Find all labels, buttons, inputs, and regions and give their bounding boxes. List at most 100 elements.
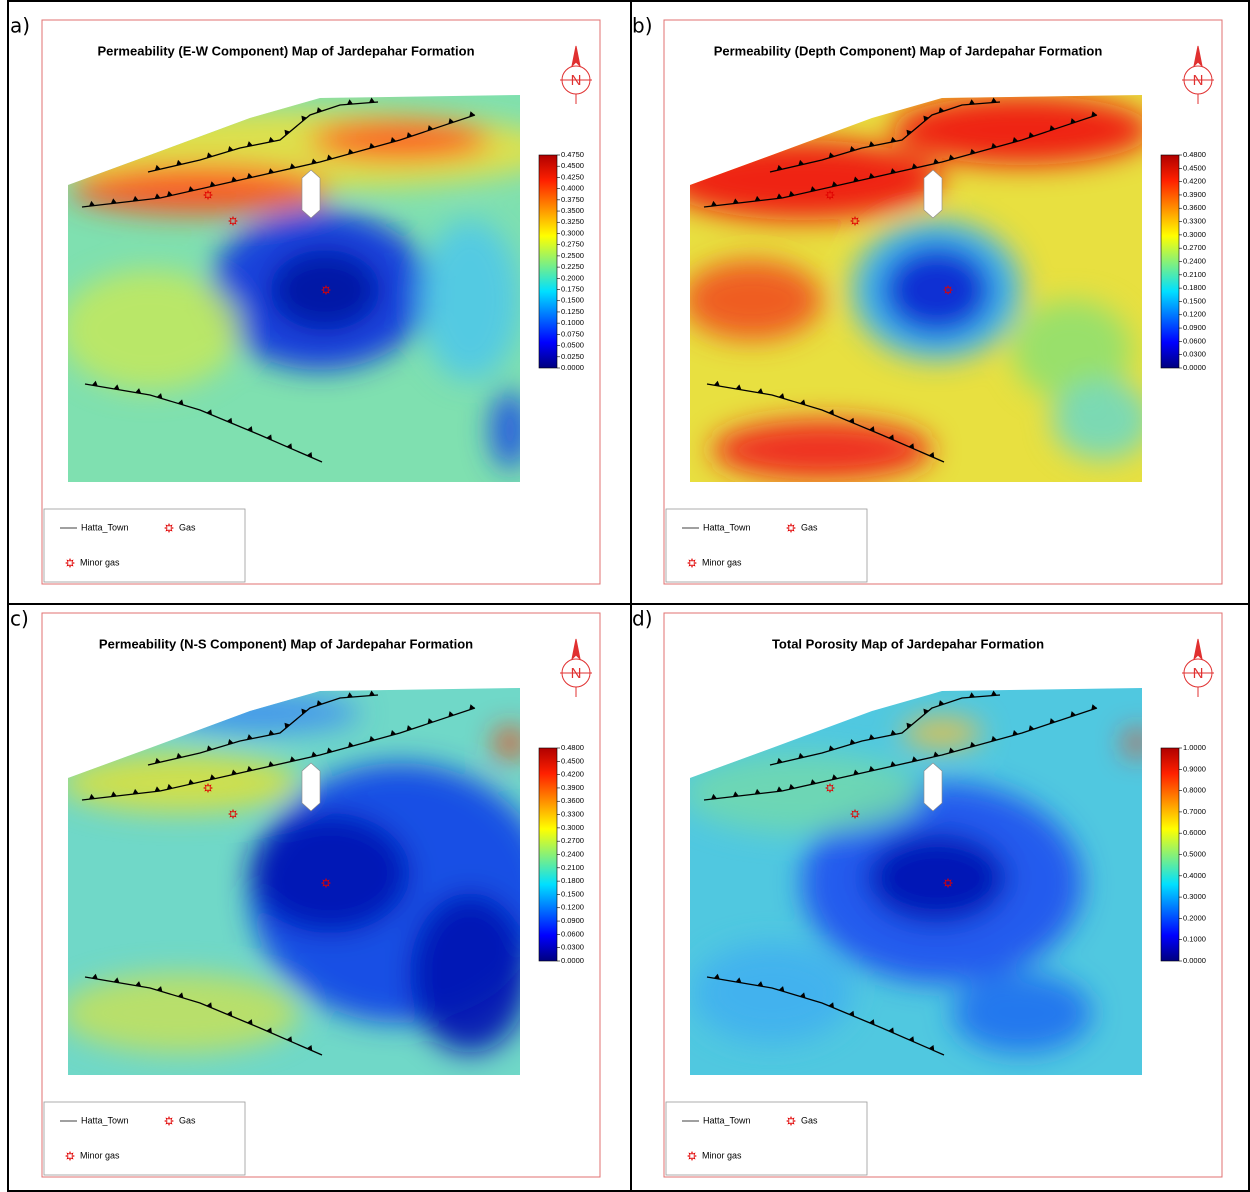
fault-tick bbox=[868, 141, 875, 147]
legend-label: Gas bbox=[179, 1115, 196, 1125]
heat-blob bbox=[882, 245, 992, 335]
fault-tick bbox=[284, 129, 290, 136]
heat-blob bbox=[902, 718, 982, 748]
colorbar-tick-label: 0.0600 bbox=[561, 929, 584, 938]
fault-tick bbox=[798, 752, 805, 759]
fault-tick bbox=[289, 163, 296, 169]
colorbar bbox=[538, 747, 558, 962]
fault-tick bbox=[154, 193, 161, 199]
legend-label: Minor gas bbox=[80, 557, 120, 567]
heat-blob bbox=[68, 270, 240, 390]
heat-blob bbox=[690, 260, 822, 340]
fault-tick bbox=[890, 729, 897, 736]
gas-symbol bbox=[686, 1150, 698, 1162]
legend-box bbox=[43, 508, 246, 583]
fault-tick bbox=[713, 973, 720, 980]
map-frame bbox=[41, 612, 601, 1178]
colorbar-tick-label: 0.0000 bbox=[561, 363, 584, 372]
fault-tick bbox=[326, 154, 333, 161]
fault-tick bbox=[757, 981, 764, 987]
gas-symbol bbox=[824, 782, 836, 794]
fault-tick bbox=[799, 992, 806, 999]
fault-tick bbox=[166, 783, 173, 790]
fault-tick bbox=[1028, 725, 1035, 731]
map-frame bbox=[41, 19, 601, 585]
compass-letter: N bbox=[571, 665, 582, 682]
heatmap bbox=[68, 688, 520, 1075]
fault-tick bbox=[289, 756, 296, 762]
fault-line bbox=[703, 114, 1098, 208]
fault-tick bbox=[132, 788, 139, 795]
fault-line bbox=[81, 707, 476, 801]
fault-tick bbox=[135, 388, 142, 394]
colorbar-tick-label: 0.3750 bbox=[561, 195, 584, 204]
well-outline bbox=[923, 762, 943, 812]
colorbar-tick-label: 0.1200 bbox=[561, 903, 584, 912]
panel-label: c) bbox=[10, 607, 29, 631]
colorbar-tick-label: 0.3000 bbox=[561, 823, 584, 832]
fault-tick bbox=[301, 708, 307, 715]
panel-label: a) bbox=[10, 14, 30, 38]
panel-label: d) bbox=[632, 607, 653, 631]
colorbar-tick-label: 0.3300 bbox=[561, 810, 584, 819]
well-outline bbox=[923, 169, 943, 219]
heat-blob bbox=[68, 753, 300, 813]
heatmap bbox=[68, 95, 520, 482]
fault-tick bbox=[906, 129, 912, 136]
fault-tick bbox=[831, 181, 838, 187]
fault-line bbox=[769, 101, 1001, 173]
fault-tick bbox=[469, 704, 475, 710]
map-title: Permeability (N-S Component) Map of Jard… bbox=[99, 636, 473, 651]
colorbar-tick-label: 0.0900 bbox=[561, 916, 584, 925]
fault-tick bbox=[390, 137, 397, 143]
colorbar-tick-label: 0.3500 bbox=[561, 206, 584, 215]
colorbar-tick-label: 0.4200 bbox=[1183, 177, 1206, 186]
heat-blob bbox=[1125, 731, 1142, 755]
fault-tick bbox=[346, 99, 353, 105]
heat-blob bbox=[495, 728, 520, 758]
fault-tick bbox=[888, 434, 894, 441]
fault-tick bbox=[810, 779, 817, 785]
colorbar-tick-label: 0.0300 bbox=[561, 943, 584, 952]
gas-symbol bbox=[824, 189, 836, 201]
fault-tick bbox=[754, 788, 761, 795]
heat-blob bbox=[270, 250, 380, 330]
fault-tick bbox=[1012, 137, 1019, 143]
fault-tick bbox=[868, 734, 875, 740]
fault-tick bbox=[469, 111, 475, 117]
fault-tick bbox=[928, 1044, 935, 1051]
fault-tick bbox=[347, 148, 354, 155]
gas-symbol bbox=[849, 808, 861, 820]
fault-tick bbox=[316, 700, 323, 706]
colorbar-tick-label: 1.0000 bbox=[1183, 743, 1206, 752]
fault-tick bbox=[91, 380, 98, 387]
fault-tick bbox=[890, 761, 897, 767]
fault-tick bbox=[938, 107, 945, 113]
colorbar-tick-label: 0.5000 bbox=[1183, 849, 1206, 858]
fault-tick bbox=[933, 158, 940, 164]
well-outline bbox=[301, 762, 321, 812]
fault-tick bbox=[849, 739, 856, 745]
colorbar-tick-label: 0.1500 bbox=[1183, 296, 1206, 305]
colorbar-tick-label: 0.4500 bbox=[561, 756, 584, 765]
fault-tick bbox=[788, 783, 795, 790]
fault-line bbox=[84, 976, 323, 1056]
fault-tick bbox=[316, 107, 323, 113]
fault-tick bbox=[911, 756, 918, 762]
fault-tick bbox=[831, 774, 838, 780]
colorbar-tick-label: 0.3000 bbox=[1183, 892, 1206, 901]
panel-label: b) bbox=[632, 14, 653, 38]
colorbar-tick-label: 0.4800 bbox=[1183, 150, 1206, 159]
colorbar-tick-label: 0.0300 bbox=[1183, 350, 1206, 359]
gas-symbol bbox=[227, 808, 239, 820]
fault-tick bbox=[869, 426, 875, 432]
fault-tick bbox=[266, 1027, 272, 1034]
legend-label: Hatta_Town bbox=[703, 1115, 751, 1125]
colorbar-tick-label: 0.1250 bbox=[561, 307, 584, 316]
fault-tick bbox=[88, 793, 95, 800]
gas-symbol bbox=[227, 215, 239, 227]
colorbar-tick-label: 0.4250 bbox=[561, 172, 584, 181]
fault-tick bbox=[1049, 718, 1056, 724]
gas-symbol bbox=[785, 1115, 797, 1127]
fault-tick bbox=[853, 176, 860, 182]
